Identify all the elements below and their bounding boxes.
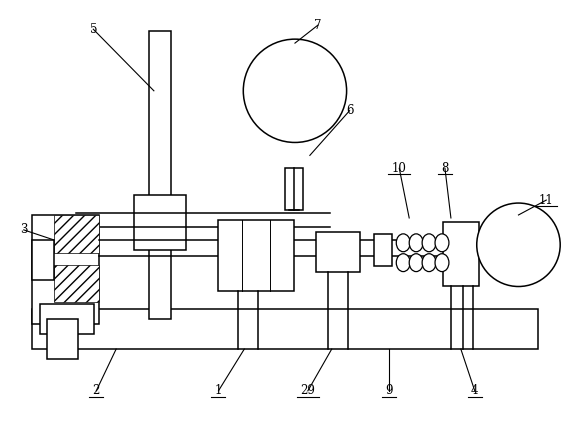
Bar xyxy=(285,168,303,210)
Ellipse shape xyxy=(422,254,436,272)
Ellipse shape xyxy=(435,234,449,252)
Text: 4: 4 xyxy=(471,385,479,397)
Bar xyxy=(443,222,479,286)
Text: 10: 10 xyxy=(392,162,407,175)
Bar xyxy=(149,31,171,319)
Bar xyxy=(316,232,359,272)
Text: 6: 6 xyxy=(346,104,354,117)
Circle shape xyxy=(243,39,347,143)
Bar xyxy=(32,215,99,324)
Bar xyxy=(53,265,99,302)
Bar xyxy=(40,305,94,334)
Text: 29: 29 xyxy=(300,385,315,397)
Bar xyxy=(32,309,538,349)
Text: 3: 3 xyxy=(20,223,28,236)
Ellipse shape xyxy=(396,254,410,272)
Text: 9: 9 xyxy=(386,385,393,397)
Bar xyxy=(53,215,99,253)
Bar xyxy=(46,319,79,359)
Ellipse shape xyxy=(409,254,423,272)
Bar xyxy=(32,240,53,280)
Ellipse shape xyxy=(409,234,423,252)
Text: 8: 8 xyxy=(441,162,449,175)
Text: 5: 5 xyxy=(90,23,97,36)
Bar xyxy=(374,234,392,266)
Text: 1: 1 xyxy=(215,385,222,397)
Bar xyxy=(219,220,294,291)
Ellipse shape xyxy=(435,254,449,272)
Circle shape xyxy=(477,203,560,286)
Ellipse shape xyxy=(422,234,436,252)
Ellipse shape xyxy=(396,234,410,252)
Text: 11: 11 xyxy=(539,194,554,206)
Bar xyxy=(134,195,185,250)
Text: 2: 2 xyxy=(92,385,100,397)
Text: 7: 7 xyxy=(314,19,321,32)
